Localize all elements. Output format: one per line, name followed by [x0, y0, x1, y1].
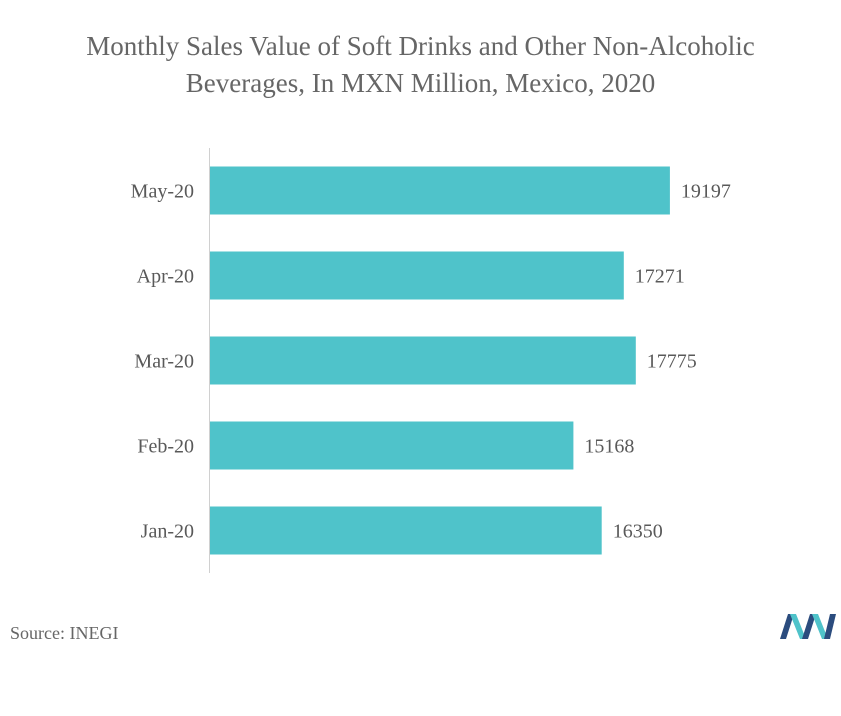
- value-label: 17775: [647, 351, 697, 373]
- company-logo-icon: [780, 614, 836, 639]
- category-label: Feb-20: [137, 436, 194, 458]
- value-label: 17271: [635, 266, 685, 288]
- bar-may-20: [210, 166, 670, 215]
- value-label: 19197: [681, 181, 731, 203]
- bar-mar-20: [210, 336, 636, 385]
- category-label: May-20: [131, 181, 194, 203]
- bar-group: May-20 19197 Apr-20 17271 Mar-20 17775 Feb-20 1…: [131, 166, 731, 555]
- bar-apr-20: [210, 251, 624, 300]
- category-label: Jan-20: [141, 521, 194, 543]
- category-label: Apr-20: [137, 266, 194, 288]
- source-note: Source: INEGI: [10, 623, 119, 643]
- bar-feb-20: [210, 421, 574, 470]
- chart-title: Monthly Sales Value of Soft Drinks and O…: [20, 28, 821, 102]
- bar-jan-20: [210, 506, 602, 555]
- value-label: 15168: [584, 436, 634, 458]
- category-label: Mar-20: [134, 351, 194, 373]
- chart-title-line-2: Beverages, In MXN Million, Mexico, 2020: [185, 68, 656, 98]
- value-label: 16350: [613, 521, 663, 543]
- chart-title-line-1: Monthly Sales Value of Soft Drinks and O…: [86, 31, 755, 61]
